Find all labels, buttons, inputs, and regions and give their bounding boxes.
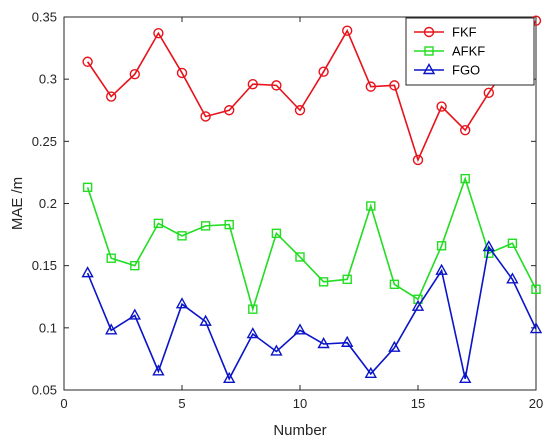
x-tick-label: 20 (529, 396, 543, 411)
data-point (223, 371, 236, 384)
data-point (342, 25, 353, 36)
legend-marker (422, 63, 436, 75)
series-afkf (82, 173, 541, 314)
data-point (82, 182, 93, 193)
data-point (365, 81, 376, 92)
data-point (176, 67, 188, 79)
data-point (247, 78, 259, 90)
x-tick-label: 0 (60, 396, 67, 411)
data-point (436, 101, 447, 112)
data-point (200, 221, 211, 231)
y-tick-label: 0.2 (39, 196, 57, 211)
data-point (411, 299, 425, 311)
data-point (529, 322, 543, 334)
data-point (106, 253, 116, 263)
data-point (248, 304, 258, 314)
data-point (200, 111, 211, 122)
data-point (366, 201, 376, 211)
data-point (460, 173, 470, 184)
y-tick-label: 0.05 (32, 383, 57, 398)
data-point (128, 308, 141, 320)
data-point (246, 327, 259, 339)
data-point (293, 323, 307, 335)
data-point (507, 238, 518, 248)
data-point (482, 240, 495, 252)
series-fgo (81, 240, 543, 384)
legend-label: FGO (452, 63, 480, 78)
data-point (223, 105, 235, 116)
x-axis-label: Number (273, 422, 326, 439)
data-point (341, 335, 354, 347)
data-point (412, 154, 424, 166)
data-point (175, 297, 189, 309)
data-point (364, 366, 377, 379)
data-point (152, 364, 165, 376)
x-tick-label: 15 (411, 396, 425, 411)
data-point (318, 277, 329, 287)
data-point (81, 266, 94, 278)
axis-ticks: 0 5 10 15 20 0.05 0.1 0.15 0.2 0.25 0.3 0.35 (32, 10, 544, 412)
data-point (435, 263, 448, 275)
data-point (130, 260, 140, 271)
data-point (129, 68, 141, 80)
data-point (483, 87, 494, 99)
data-point (459, 371, 472, 384)
y-tick-label: 0.25 (32, 134, 57, 149)
data-point (436, 241, 447, 251)
data-point (389, 80, 400, 91)
data-point (199, 314, 212, 326)
x-tick-label: 10 (293, 396, 307, 411)
data-point (153, 218, 164, 229)
data-point (271, 80, 282, 91)
data-point (317, 337, 330, 349)
data-point (295, 252, 305, 262)
data-point (388, 340, 401, 352)
series-fkf (82, 15, 542, 166)
legend: FKF AFKF FGO (405, 17, 535, 86)
y-tick-label: 0.1 (39, 320, 57, 335)
series-line-fgo (86, 245, 537, 381)
data-point (105, 323, 118, 335)
data-point (177, 231, 187, 241)
data-point (506, 272, 519, 284)
y-tick-label: 0.15 (32, 258, 57, 273)
data-point (294, 105, 306, 116)
data-point (342, 274, 352, 285)
y-axis-label: MAE /m (9, 177, 26, 230)
series-line-fkf (86, 20, 537, 163)
data-point (460, 124, 471, 136)
data-point (271, 228, 282, 239)
legend-marker (423, 26, 435, 38)
series-layer (81, 15, 543, 384)
data-point (531, 284, 541, 294)
data-point (105, 91, 117, 102)
y-tick-label: 0.35 (32, 10, 57, 25)
data-point (389, 279, 400, 290)
legend-marker (424, 46, 434, 56)
legend-label: AFKF (452, 44, 485, 59)
data-point (82, 56, 93, 67)
data-point (318, 66, 329, 77)
data-point (153, 27, 164, 39)
x-tick-label: 5 (178, 396, 185, 411)
legend-label: FKF (452, 25, 477, 40)
y-tick-label: 0.3 (39, 72, 57, 87)
data-point (270, 344, 283, 356)
data-point (224, 219, 234, 230)
